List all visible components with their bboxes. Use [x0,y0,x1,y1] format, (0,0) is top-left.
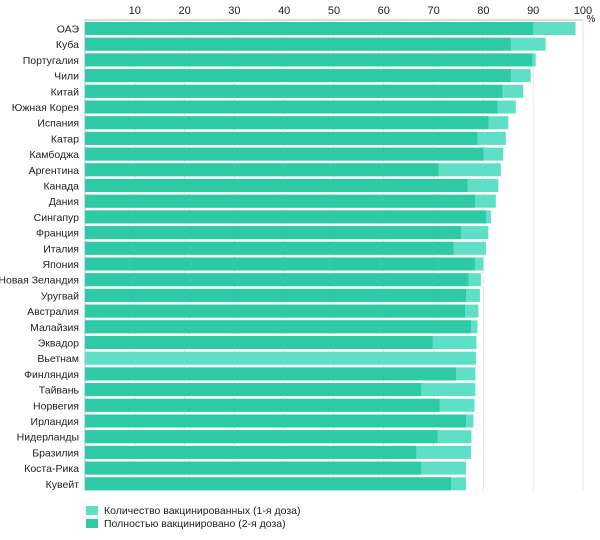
bar-second-dose [85,147,484,161]
bar-second-dose [85,116,489,130]
x-tick-label: 80 [477,5,489,17]
category-label: Катар [51,133,79,145]
category-label: Аргентина [29,165,80,177]
legend-label-first-dose: Количество вакцинированных (1-я доза) [104,504,301,517]
x-tick-label: 30 [228,5,240,17]
category-label: Финляндия [24,369,79,381]
x-tick-label: 100 [574,5,592,17]
category-label: Китай [51,86,80,98]
bar-second-dose [85,398,440,412]
category-label: Эквадор [38,338,79,350]
bar-second-dose [85,69,511,83]
x-tick-label: 40 [278,5,290,17]
category-label: Новая Зеландия [0,275,79,287]
bar-second-dose [85,414,466,428]
category-label: Канада [43,181,79,193]
category-label: Португалия [23,55,79,67]
category-label: Сингапур [34,212,80,224]
bar-second-dose [85,383,422,397]
bar-second-dose [85,163,439,177]
bar-first-dose [85,351,476,365]
category-label: Япония [43,259,79,271]
legend-item-second-dose: Полностью вакцинировано (2-я доза) [86,517,300,530]
bar-second-dose [85,320,471,334]
bar-second-dose [85,336,433,349]
category-label: ОАЭ [57,24,80,36]
category-label: Бразилия [32,447,79,459]
category-label: Нидерланды [17,432,79,444]
legend-swatch-second-dose [86,519,98,528]
bar-second-dose [85,53,533,67]
bar-second-dose [85,477,452,491]
category-label: Чили [54,71,79,83]
x-tick-label: 50 [328,5,340,17]
bar-second-dose [85,367,457,381]
bar-second-dose [85,226,461,240]
category-label: Ирландия [31,416,79,428]
x-tick-label: 20 [178,5,190,17]
bar-second-dose [85,257,475,271]
x-tick-label: 60 [378,5,390,17]
category-label: Уругвай [41,290,79,302]
bar-second-dose [85,37,511,51]
bar-second-dose [85,461,422,475]
category-label: Кувейт [46,479,80,491]
bar-second-dose [85,304,465,318]
legend-swatch-first-dose [86,506,98,515]
legend-label-second-dose: Полностью вакцинировано (2-я доза) [104,517,286,530]
category-label: Вьетнам [37,353,79,365]
category-label: Австралия [27,306,79,318]
category-label: Тайвань [39,385,80,397]
bar-second-dose [85,22,534,35]
legend-item-first-dose: Количество вакцинированных (1-я доза) [86,504,300,517]
x-axis-unit: % [587,14,596,25]
category-label: Дания [49,196,79,208]
bar-second-dose [85,210,486,224]
bar-second-dose [85,179,468,192]
category-label: Норвегия [33,400,79,412]
bar-second-dose [85,241,454,255]
bar-second-dose [85,131,478,145]
chart-legend: Количество вакцинированных (1-я доза) По… [86,504,300,530]
category-label: Южная Корея [12,102,79,114]
bar-second-dose [85,445,417,459]
bar-second-dose [85,430,438,444]
x-tick-label: 90 [527,5,539,17]
category-label: Италия [43,243,79,255]
bar-second-dose [85,194,475,208]
category-label: Испания [37,118,79,130]
category-label: Куба [56,39,79,51]
x-tick-label: 10 [129,5,141,17]
category-label: Коста-Рика [24,463,79,475]
bar-second-dose [85,84,503,98]
x-tick-label: 70 [427,5,439,17]
category-label: Камбоджа [29,149,79,161]
bar-second-dose [85,273,469,287]
category-label: Малайзия [30,322,79,334]
bar-second-dose [85,288,466,302]
category-label: Франция [36,228,79,240]
bar-second-dose [85,100,498,114]
